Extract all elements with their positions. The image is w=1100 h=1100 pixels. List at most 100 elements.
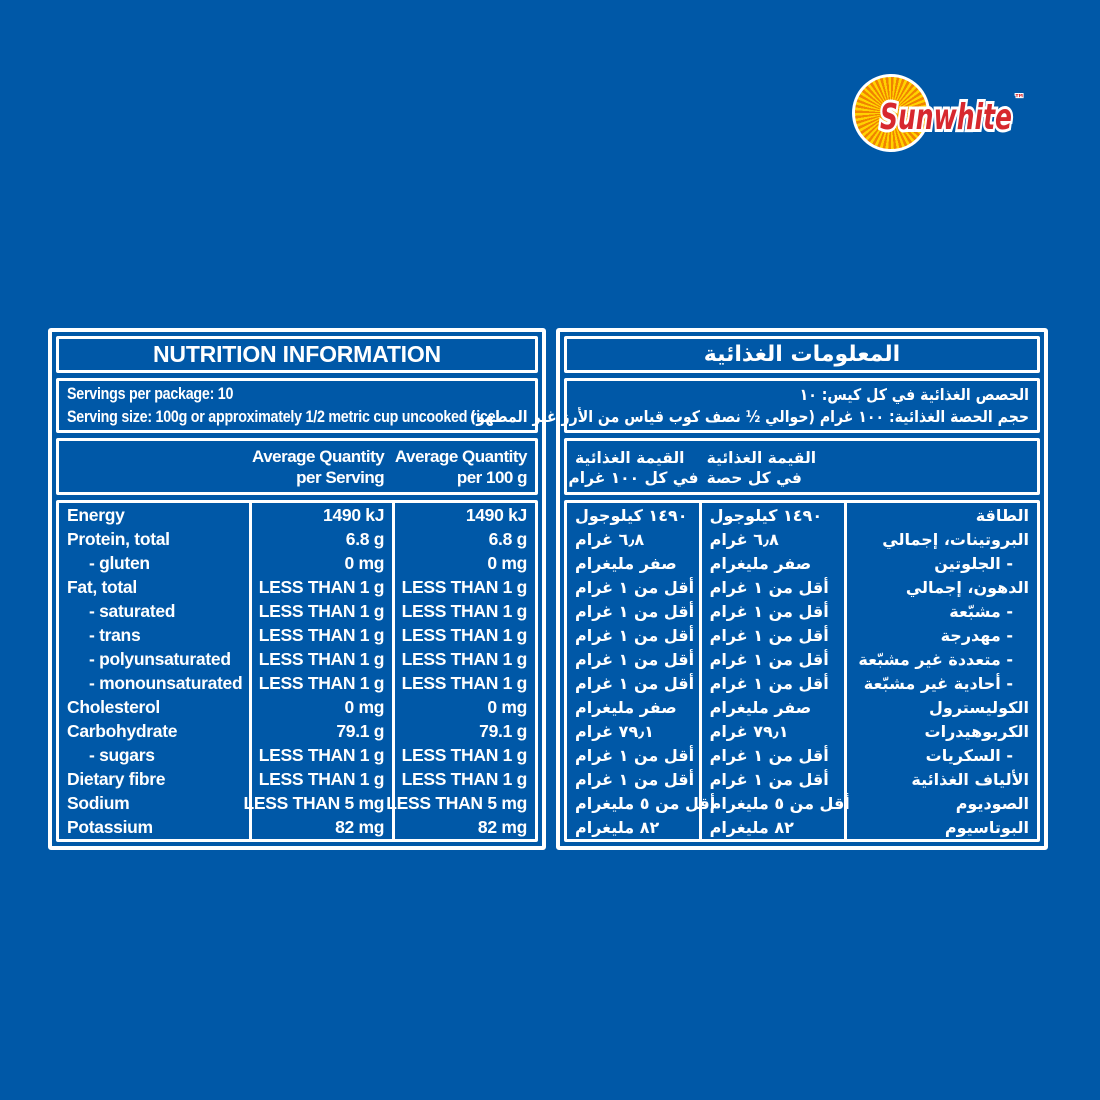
ar-row-10-per-serving: أقل من ١ غرام xyxy=(709,745,829,765)
ar-row-3-per-100g: أقل من ١ غرام xyxy=(575,577,695,597)
ar-column-label: الطاقة البروتينات، إجمالي - الجلوتين الدهون… xyxy=(844,503,1037,839)
ar-row-6-label: - متعددة غير مشبّعة xyxy=(858,649,1013,669)
servings-info-box-ar: الحصص الغذائية في كل كيس: ١٠ حجم الحصة ا… xyxy=(469,378,1040,433)
nutrition-panel-english: NUTRITION INFORMATION Servings per packa… xyxy=(48,328,546,850)
en-row-13-label: Potassium xyxy=(67,816,153,837)
en-row-2-label: - gluten xyxy=(89,552,150,573)
col-header-line2: per Serving xyxy=(296,467,385,487)
ar-row-5-per-serving: أقل من ١ غرام xyxy=(709,625,829,645)
ar-row-2-per-serving: صفر مليغرام xyxy=(709,553,812,573)
col-header-line1: القيمة الغذائية xyxy=(575,449,685,468)
ar-row-11-per-serving: أقل من ١ غرام xyxy=(709,769,829,789)
ar-row-11-per-100g: أقل من ١ غرام xyxy=(575,769,695,789)
en-row-8-per-serving: 0 mg xyxy=(344,696,385,717)
ar-row-4-per-serving: أقل من ١ غرام xyxy=(709,601,829,621)
ar-row-6-per-100g: أقل من ١ غرام xyxy=(575,649,695,669)
en-row-4-per-serving: LESS THAN 1 g xyxy=(258,600,385,621)
en-row-3-per-100g: LESS THAN 1 g xyxy=(401,576,528,597)
ar-row-7-label: - أحادية غير مشبّعة xyxy=(863,673,1013,693)
en-row-12-per-100g: LESS THAN 5 mg xyxy=(386,792,527,813)
ar-row-7-per-serving: أقل من ١ غرام xyxy=(709,673,829,693)
ar-row-2-label: - الجلوتين xyxy=(934,553,1013,573)
ar-row-0-per-100g: ١٤٩٠ كيلوجول xyxy=(575,505,688,525)
ar-row-5-label: - مهدرجة xyxy=(940,625,1013,645)
en-row-6-per-serving: LESS THAN 1 g xyxy=(258,648,385,669)
en-row-7-per-100g: LESS THAN 1 g xyxy=(401,672,528,693)
ar-row-8-label: الكوليسترول xyxy=(929,697,1029,717)
col-header-line1: Average Quantity xyxy=(252,446,385,466)
ar-row-10-per-100g: أقل من ١ غرام xyxy=(575,745,695,765)
en-row-12-per-serving: LESS THAN 5 mg xyxy=(243,792,385,813)
en-row-1-per-serving: 6.8 g xyxy=(345,528,385,549)
en-row-0-label: Energy xyxy=(67,504,125,525)
en-row-2-per-100g: 0 mg xyxy=(487,552,527,573)
ar-row-12-per-100g: أقل من ٥ مليغرام xyxy=(575,793,716,813)
col-header-line2: في كل حصة xyxy=(706,468,802,487)
ar-row-3-label: الدهون، إجمالي xyxy=(905,577,1029,597)
ar-row-9-label: الكربوهيدرات xyxy=(924,721,1029,741)
en-row-0-per-serving: 1490 kJ xyxy=(323,504,385,525)
en-row-9-per-100g: 79.1 g xyxy=(479,720,527,741)
ar-row-2-per-100g: صفر مليغرام xyxy=(575,553,677,573)
ar-row-1-per-100g: ٦٫٨ غرام xyxy=(575,529,645,549)
en-column-per-serving: 1490 kJ 6.8 g 0 mg LESS THAN 1 g LESS THAN 1… xyxy=(243,503,392,839)
en-row-12-label: Sodium xyxy=(67,792,130,813)
servings-per-package-en: Servings per package: 10 xyxy=(67,383,234,403)
ar-row-1-label: البروتينات، إجمالي xyxy=(882,529,1029,549)
ar-row-3-per-serving: أقل من ١ غرام xyxy=(709,577,829,597)
ar-row-9-per-100g: ٧٩٫١ غرام xyxy=(575,721,654,741)
ar-row-5-per-100g: أقل من ١ غرام xyxy=(575,625,695,645)
ar-row-8-per-serving: صفر مليغرام xyxy=(709,697,812,717)
ar-row-6-per-serving: أقل من ١ غرام xyxy=(709,649,829,669)
en-row-9-label: Carbohydrate xyxy=(67,720,178,741)
en-row-4-per-100g: LESS THAN 1 g xyxy=(401,600,528,621)
col-header-per-100g-ar: القيمة الغذائية في كل ١٠٠ غرام xyxy=(567,449,699,488)
en-row-7-per-serving: LESS THAN 1 g xyxy=(258,672,385,693)
sun-icon xyxy=(852,74,930,152)
serving-size-ar: حجم الحصة الغذائية: ١٠٠ غرام (حوالي ½ نص… xyxy=(469,406,1029,426)
ar-row-10-label: - السكريات xyxy=(925,745,1013,765)
col-header-line2: per 100 g xyxy=(456,467,528,487)
en-row-8-label: Cholesterol xyxy=(67,696,160,717)
en-column-label: Energy Protein, total - gluten Fat, total - … xyxy=(59,503,249,839)
trademark-symbol: ™ xyxy=(1014,92,1025,105)
en-row-4-label: - saturated xyxy=(89,600,176,621)
en-row-6-per-100g: LESS THAN 1 g xyxy=(401,648,528,669)
serving-size-en: Serving size: 100g or approximately 1/2 … xyxy=(67,406,496,426)
col-header-line1: القيمة الغذائية xyxy=(706,449,817,468)
en-row-6-label: - polyunsaturated xyxy=(89,648,231,669)
ar-row-4-label: - مشبّعة xyxy=(949,601,1013,621)
en-row-13-per-serving: 82 mg xyxy=(335,816,385,837)
servings-per-package-ar: الحصص الغذائية في كل كيس: ١٠ xyxy=(799,384,1029,404)
ar-column-per-100g: ١٤٩٠ كيلوجول ٦٫٨ غرام صفر مليغرام أقل من ١ … xyxy=(567,503,716,839)
en-row-10-label: - sugars xyxy=(89,744,155,765)
nutrient-table-en: Energy Protein, total - gluten Fat, total - … xyxy=(56,500,538,842)
panel-title-en: NUTRITION INFORMATION xyxy=(153,341,441,367)
nutrient-table-ar: ١٤٩٠ كيلوجول ٦٫٨ غرام صفر مليغرام أقل من ١ … xyxy=(564,500,1040,842)
en-row-9-per-serving: 79.1 g xyxy=(336,720,385,741)
ar-row-7-per-100g: أقل من ١ غرام xyxy=(575,673,695,693)
en-row-11-per-serving: LESS THAN 1 g xyxy=(258,768,385,789)
en-row-10-per-serving: LESS THAN 1 g xyxy=(258,744,385,765)
en-row-13-per-100g: 82 mg xyxy=(477,816,527,837)
ar-row-13-label: البوتاسيوم xyxy=(944,817,1029,837)
column-headers-en: Average Quantity per Serving Average Qua… xyxy=(56,438,538,495)
servings-info-box-en: Servings per package: 10 Serving size: 1… xyxy=(56,378,538,433)
en-row-11-per-100g: LESS THAN 1 g xyxy=(401,768,528,789)
en-row-3-label: Fat, total xyxy=(67,576,137,597)
panel-title-ar: المعلومات الغذائية xyxy=(703,342,901,367)
ar-row-12-per-serving: أقل من ٥ مليغرام xyxy=(709,793,850,813)
ar-row-8-per-100g: صفر مليغرام xyxy=(575,697,677,717)
ar-column-per-serving: ١٤٩٠ كيلوجول ٦٫٨ غرام صفر مليغرام أقل من ١ … xyxy=(698,503,850,839)
en-row-2-per-serving: 0 mg xyxy=(344,552,385,573)
nutrition-panel-arabic: المعلومات الغذائية الحصص الغذائية في كل … xyxy=(469,328,1048,850)
ar-row-0-per-serving: ١٤٩٠ كيلوجول xyxy=(709,505,823,525)
brand-wordmark-svg: Sunwhite ™ xyxy=(877,91,1026,141)
col-header-line2: في كل ١٠٠ غرام xyxy=(568,468,699,487)
ar-row-11-label: الألياف الغذائية xyxy=(911,769,1029,789)
col-header-per-serving-en: Average Quantity per Serving xyxy=(249,446,392,489)
en-row-7-label: - monounsaturated xyxy=(89,672,243,693)
en-row-8-per-100g: 0 mg xyxy=(487,696,527,717)
column-headers-ar: القيمة الغذائية في كل ١٠٠ غرام القيمة ال… xyxy=(564,438,1040,495)
